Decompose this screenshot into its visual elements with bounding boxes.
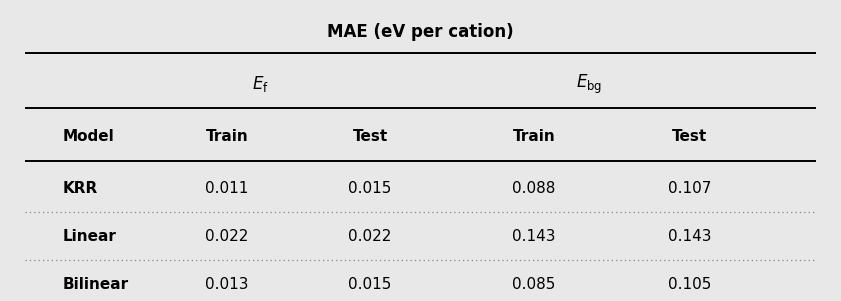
Text: 0.143: 0.143 [668,229,711,244]
Text: $\it{E}_{\rm{bg}}$: $\it{E}_{\rm{bg}}$ [575,73,602,96]
Text: 0.015: 0.015 [348,277,392,292]
Text: 0.105: 0.105 [668,277,711,292]
Text: Bilinear: Bilinear [63,277,130,292]
Text: 0.088: 0.088 [512,181,556,196]
Text: Model: Model [63,129,115,144]
Text: $\it{E}_{\rm{f}}$: $\it{E}_{\rm{f}}$ [252,74,269,94]
Text: 0.022: 0.022 [348,229,392,244]
Text: MAE (eV per cation): MAE (eV per cation) [327,23,514,41]
Text: 0.022: 0.022 [205,229,249,244]
Text: 0.011: 0.011 [205,181,249,196]
Text: Linear: Linear [63,229,117,244]
Text: 0.015: 0.015 [348,181,392,196]
Text: 0.143: 0.143 [512,229,556,244]
Text: Test: Test [672,129,707,144]
Text: Train: Train [206,129,248,144]
Text: 0.107: 0.107 [668,181,711,196]
Text: Test: Test [352,129,388,144]
Text: 0.013: 0.013 [205,277,249,292]
Text: Train: Train [513,129,555,144]
Text: KRR: KRR [63,181,98,196]
Text: 0.085: 0.085 [512,277,556,292]
